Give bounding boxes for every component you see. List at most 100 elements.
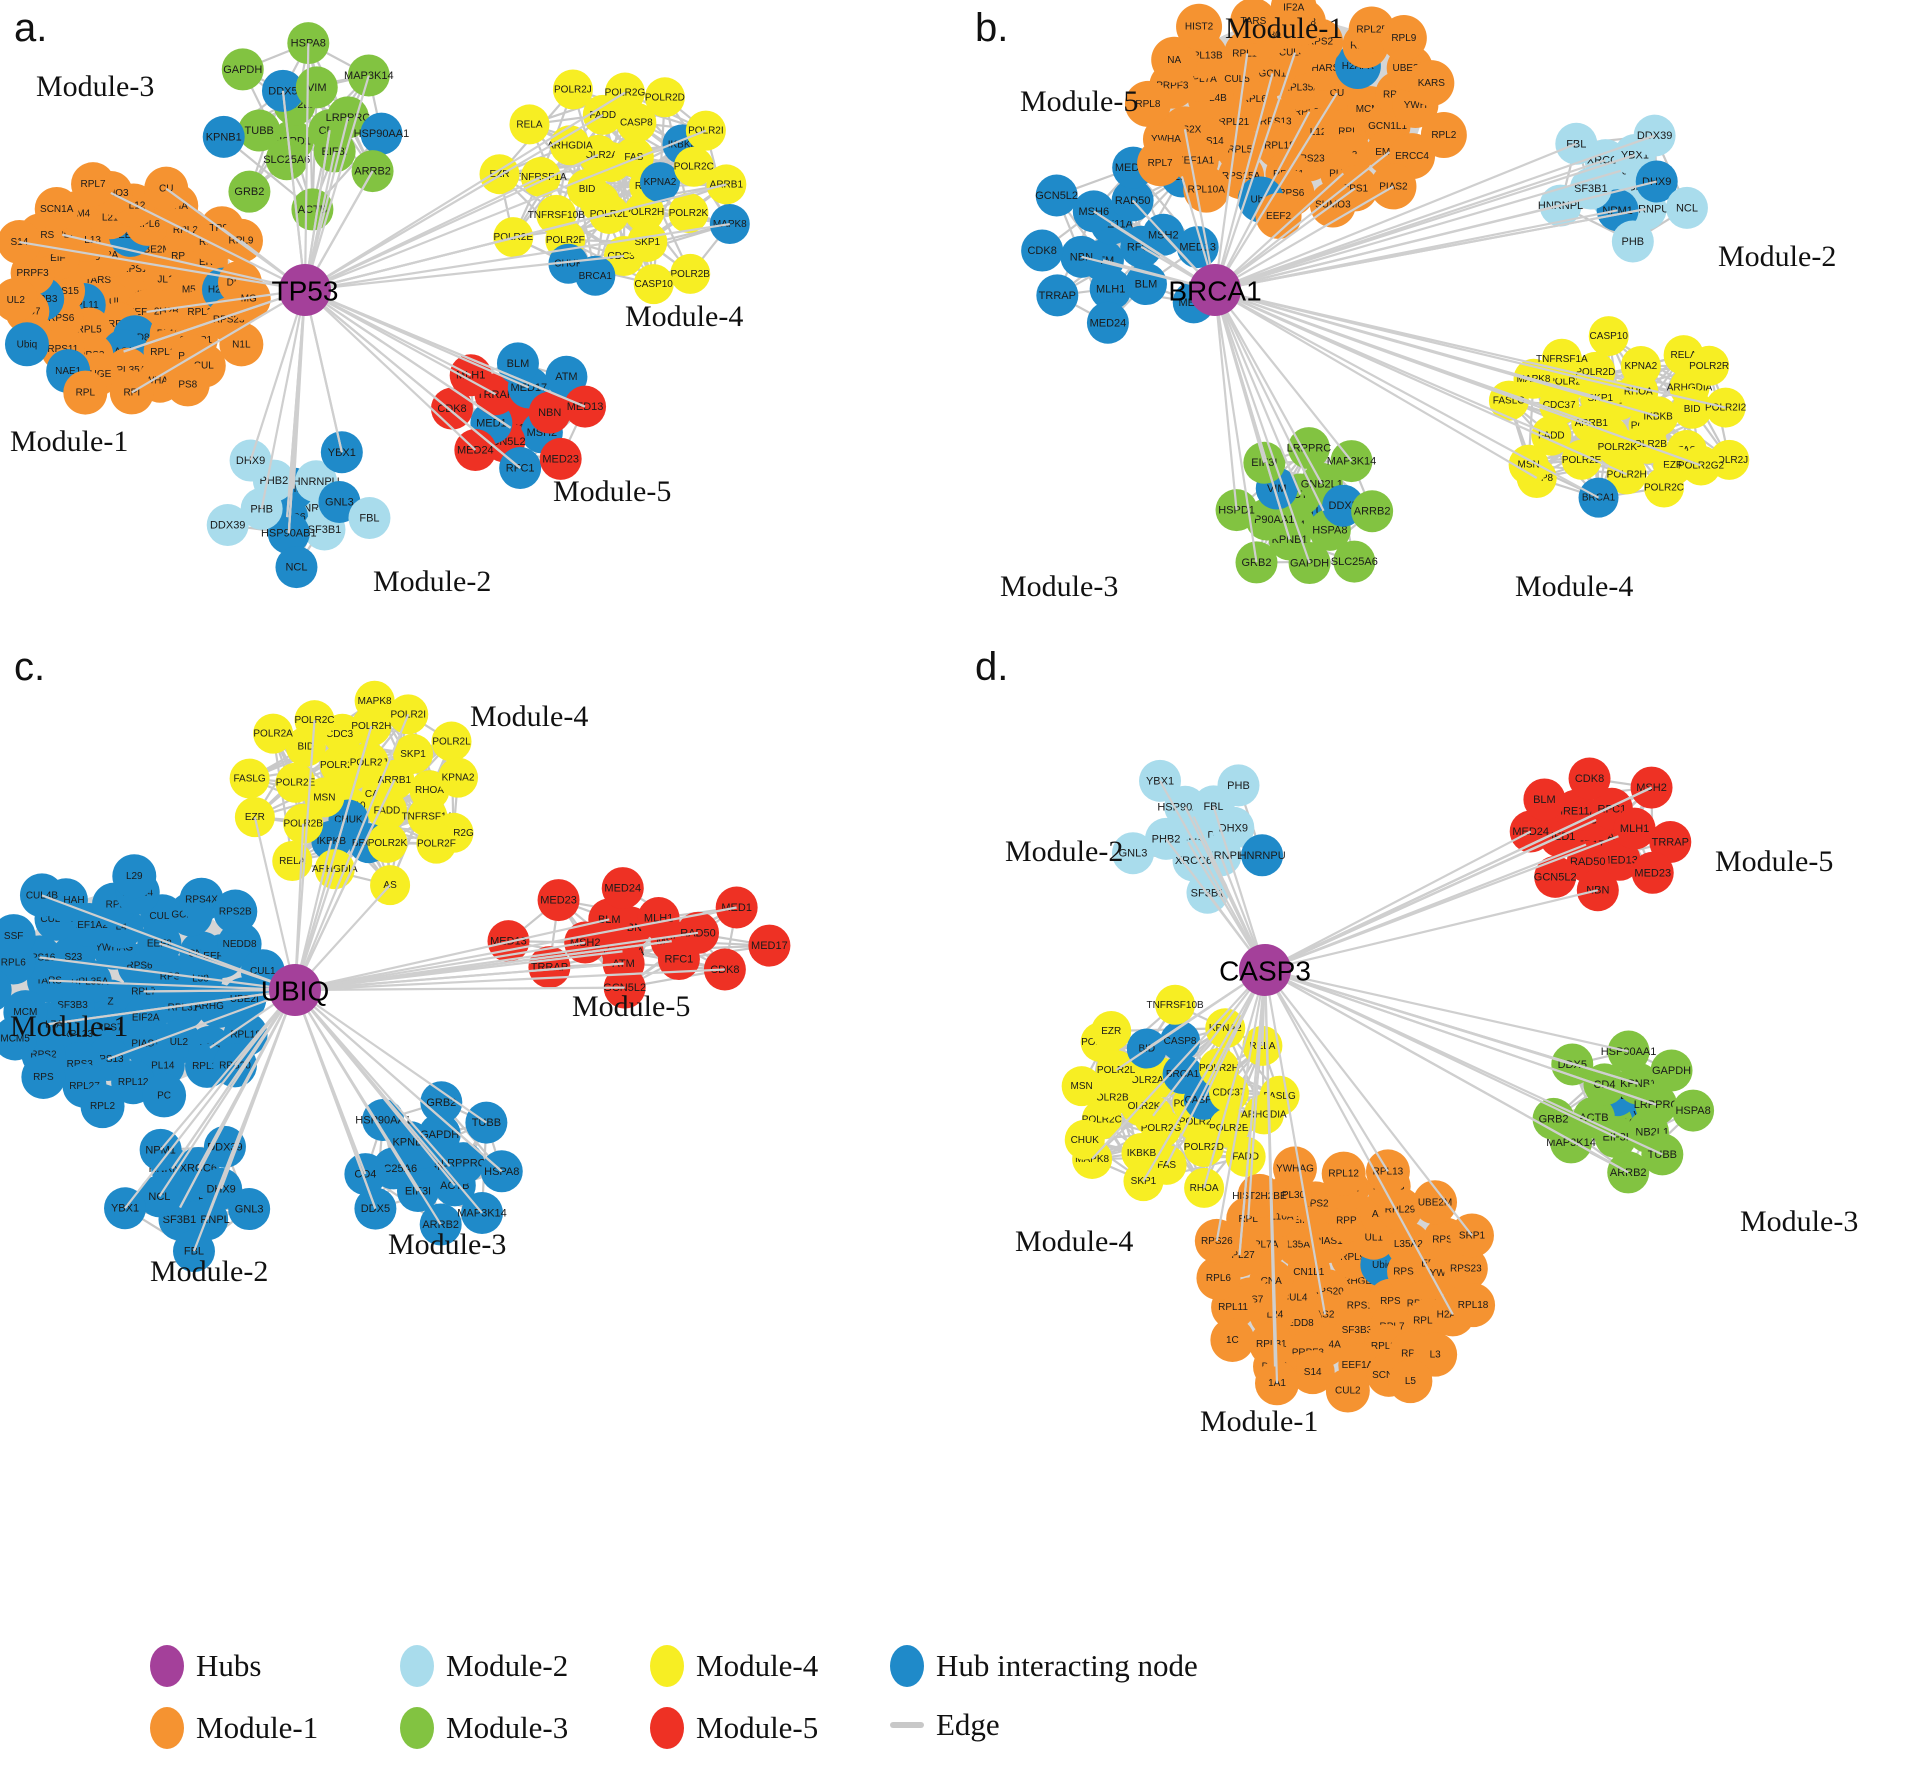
node-circle[interactable] <box>442 1142 485 1185</box>
network-node[interactable]: NBN <box>1576 869 1619 912</box>
network-node[interactable]: SKP1 <box>627 221 668 262</box>
node-circle[interactable] <box>1270 0 1317 31</box>
hub-node[interactable]: CASP3 <box>1219 944 1311 996</box>
node-circle[interactable] <box>1509 810 1552 853</box>
node-circle[interactable] <box>229 439 272 482</box>
network-node[interactable]: N1L <box>219 322 264 367</box>
network-node[interactable]: GAPDH <box>221 48 264 91</box>
node-circle[interactable] <box>1541 338 1582 379</box>
network-node[interactable]: DDX39 <box>206 504 249 547</box>
network-node[interactable]: TNFRSF10B <box>1146 984 1204 1025</box>
node-circle[interactable] <box>360 112 403 155</box>
network-node[interactable]: PC <box>142 1073 187 1118</box>
network-node[interactable]: FASLG <box>229 758 270 799</box>
node-circle[interactable] <box>601 867 644 910</box>
node-circle[interactable] <box>1635 160 1678 203</box>
node-circle[interactable] <box>1408 60 1455 107</box>
node-circle[interactable] <box>1611 220 1654 263</box>
node-circle[interactable] <box>63 370 108 415</box>
network-node[interactable]: MSN <box>1061 1066 1102 1107</box>
node-circle[interactable] <box>142 1073 187 1118</box>
hub-circle[interactable] <box>279 264 331 316</box>
network-node[interactable]: L12 <box>0 968 12 1012</box>
node-circle[interactable] <box>0 1016 38 1061</box>
node-circle[interactable] <box>1241 834 1284 877</box>
network-node[interactable]: KPNA2 <box>1620 346 1661 387</box>
node-circle[interactable] <box>644 77 685 118</box>
node-circle[interactable] <box>238 109 281 152</box>
node-circle[interactable] <box>1290 1350 1335 1395</box>
network-node[interactable]: SKP1 <box>393 733 434 774</box>
node-circle[interactable] <box>283 803 324 844</box>
node-circle[interactable] <box>206 504 249 547</box>
node-circle[interactable] <box>265 138 308 181</box>
node-circle[interactable] <box>1649 820 1692 863</box>
node-circle[interactable] <box>1630 766 1673 809</box>
node-circle[interactable] <box>509 104 550 145</box>
node-circle[interactable] <box>416 823 457 864</box>
node-circle[interactable] <box>1672 1089 1715 1132</box>
node-circle[interactable] <box>1689 345 1730 386</box>
node-circle[interactable] <box>552 69 593 110</box>
network-node[interactable]: MED24 <box>601 867 644 910</box>
node-circle[interactable] <box>1272 1146 1317 1191</box>
node-circle[interactable] <box>549 125 590 166</box>
node-circle[interactable] <box>275 762 316 803</box>
node-circle[interactable] <box>1413 1180 1458 1225</box>
network-node[interactable]: CDK8 <box>1021 229 1064 272</box>
node-circle[interactable] <box>1194 1218 1239 1263</box>
network-node[interactable]: CDK8 <box>1568 757 1611 800</box>
node-circle[interactable] <box>1583 1063 1626 1106</box>
node-circle[interactable] <box>1644 467 1685 508</box>
node-circle[interactable] <box>367 822 408 863</box>
network-node[interactable]: RPL18 <box>1451 1283 1496 1328</box>
network-node[interactable]: Ubiq <box>4 322 49 367</box>
node-circle[interactable] <box>165 362 210 407</box>
node-circle[interactable] <box>1613 807 1656 850</box>
node-circle[interactable] <box>1225 1136 1266 1177</box>
node-circle[interactable] <box>344 1153 387 1196</box>
network-node[interactable]: DHX9 <box>229 439 272 482</box>
network-node[interactable]: MED17 <box>748 924 791 967</box>
node-circle[interactable] <box>228 1188 271 1231</box>
network-node[interactable]: YWHAG <box>1272 1146 1317 1191</box>
network-node[interactable]: POLR2D <box>644 77 685 118</box>
network-node[interactable]: EZR <box>234 797 275 838</box>
node-circle[interactable] <box>219 322 264 367</box>
node-circle[interactable] <box>1111 832 1154 875</box>
node-circle[interactable] <box>1575 351 1616 392</box>
network-node[interactable]: NCL <box>275 546 318 589</box>
node-circle[interactable] <box>71 162 116 207</box>
node-circle[interactable] <box>1588 316 1629 357</box>
node-circle[interactable] <box>354 680 395 721</box>
node-circle[interactable] <box>1064 1119 1105 1160</box>
network-node[interactable]: ARRB2 <box>1351 490 1394 533</box>
network-node[interactable]: GCN5L2 <box>1035 174 1078 217</box>
node-circle[interactable] <box>1534 855 1577 898</box>
network-node[interactable]: KARS <box>1408 60 1455 107</box>
network-node[interactable]: GAPDH <box>1650 1049 1693 1092</box>
node-circle[interactable] <box>0 968 12 1012</box>
node-circle[interactable] <box>1420 111 1467 158</box>
network-node[interactable]: KPNB1 <box>202 115 245 158</box>
node-circle[interactable] <box>228 170 271 213</box>
node-circle[interactable] <box>253 713 294 754</box>
node-circle[interactable] <box>0 914 36 959</box>
node-circle[interactable] <box>393 733 434 774</box>
network-node[interactable]: RELA <box>509 104 550 145</box>
node-circle[interactable] <box>633 264 674 305</box>
node-circle[interactable] <box>1325 1368 1370 1413</box>
node-circle[interactable] <box>1091 1010 1132 1051</box>
network-node[interactable]: RPL7 <box>1137 140 1184 187</box>
network-node[interactable]: YBX1 <box>1139 759 1182 802</box>
node-circle[interactable] <box>348 497 391 540</box>
node-circle[interactable] <box>637 897 680 940</box>
node-circle[interactable] <box>1641 1133 1684 1176</box>
network-node[interactable]: POLR2K <box>367 822 408 863</box>
network-node[interactable]: RPL <box>63 370 108 415</box>
node-circle[interactable] <box>616 102 657 143</box>
node-circle[interactable] <box>1255 1361 1300 1406</box>
node-circle[interactable] <box>1230 0 1277 44</box>
network-node[interactable]: PHB <box>1217 764 1260 807</box>
node-circle[interactable] <box>202 115 245 158</box>
